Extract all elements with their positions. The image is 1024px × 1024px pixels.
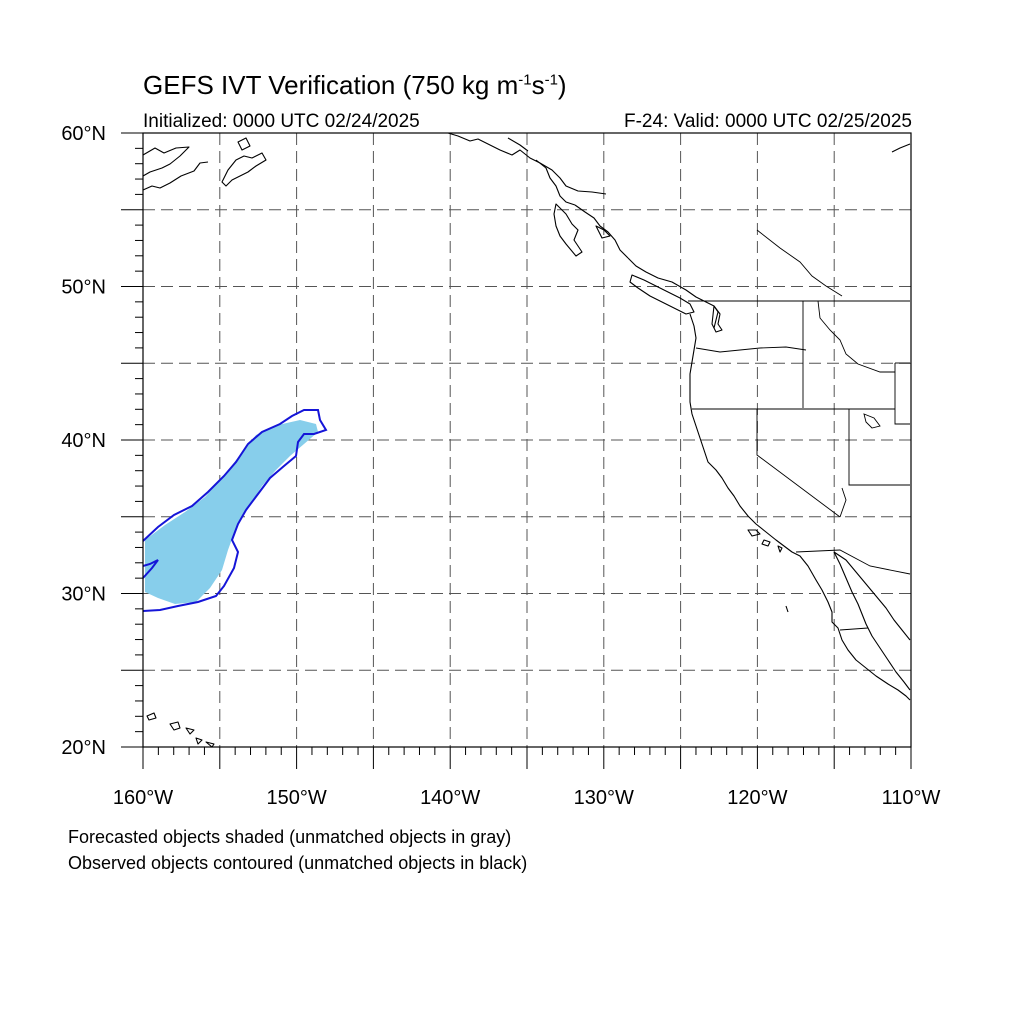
lat-label: 40°N (61, 430, 106, 452)
legend-note-forecast: Forecasted objects shaded (unmatched obj… (68, 827, 512, 847)
title-exp1: -1 (518, 71, 532, 89)
map-frame (142, 132, 912, 748)
lon-label: 150°W (266, 787, 326, 809)
observed-object-contour (142, 409, 328, 612)
title-exp2: -1 (544, 71, 558, 89)
title-main: GEFS IVT Verification (750 kg m (143, 70, 519, 100)
legend-note-observed: Observed objects contoured (unmatched ob… (68, 853, 528, 873)
title-end: ) (557, 70, 567, 100)
lon-label: 110°W (882, 787, 941, 809)
coastlines (142, 132, 911, 748)
political-borders (688, 229, 911, 631)
valid-time-label: F-24: Valid: 0000 UTC 02/25/2025 (624, 111, 912, 132)
axis-ticks (121, 132, 912, 769)
lon-label: 140°W (420, 787, 480, 809)
lat-label: 30°N (61, 584, 106, 606)
observed-object-contour-edge (142, 559, 159, 579)
lon-label: 130°W (574, 787, 634, 809)
lat-label: 60°N (61, 123, 106, 145)
forecast-object (145, 420, 318, 604)
lon-label: 120°W (727, 787, 787, 809)
lat-label: 50°N (61, 277, 106, 299)
chart-title: GEFS IVT Verification (750 kg m-1s-1) (143, 70, 567, 101)
init-time-label: Initialized: 0000 UTC 02/24/2025 (143, 111, 420, 132)
axis-labels: 20°N 30°N 40°N 50°N 60°N 160°W 150°W 140°W 130°W… (61, 123, 940, 809)
lon-label: 160°W (113, 787, 173, 809)
title-mid: s (531, 70, 545, 100)
lat-label: 20°N (61, 737, 106, 759)
